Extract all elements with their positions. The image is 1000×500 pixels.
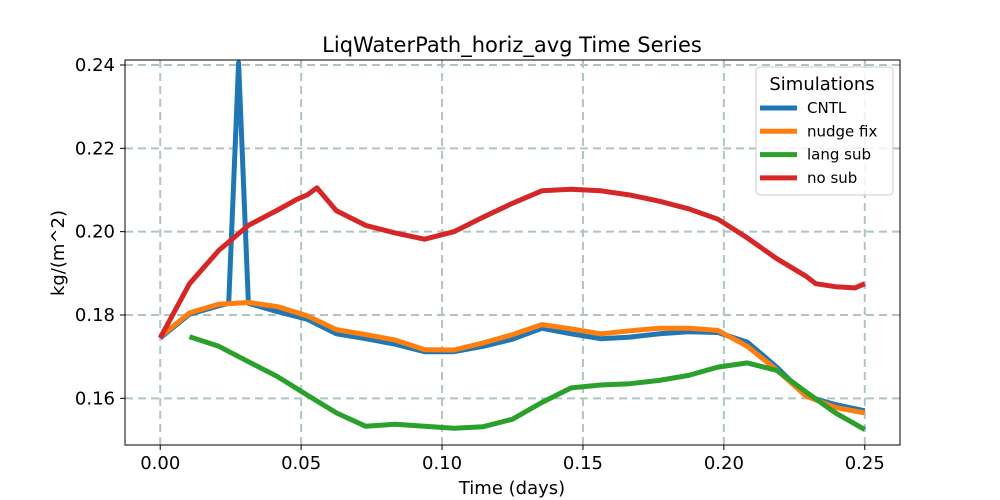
y-tick-label: 0.22 <box>75 138 115 159</box>
y-axis-label: kg/(m^2) <box>48 210 69 296</box>
x-axis-label: Time (days) <box>458 478 565 499</box>
series-line-no-sub <box>158 185 866 340</box>
legend-label-no-sub: no sub <box>807 169 857 187</box>
axis-ticks: 0.00 0.05 0.10 0.15 0.20 0.25 0.16 0.18 0.20 0.22… <box>75 55 885 474</box>
series-line-nudge-fix <box>158 300 866 416</box>
chart-title: LiqWaterPath_horiz_avg Time Series <box>322 33 702 58</box>
legend-box <box>755 66 894 196</box>
x-tick-label: 0.00 <box>140 453 180 474</box>
plot-frame <box>124 59 901 446</box>
legend-items: CNTL nudge fix lang sub no sub <box>760 99 878 187</box>
y-tick-label: 0.24 <box>75 55 115 76</box>
legend: Simulations CNTL nudge fix lang sub no sub <box>755 66 894 196</box>
legend-label-nudge-fix: nudge fix <box>807 122 878 140</box>
x-tick-label: 0.20 <box>704 453 744 474</box>
legend-label-cntl: CNTL <box>807 99 847 117</box>
legend-label-lang-sub: lang sub <box>807 146 871 164</box>
x-tick-label: 0.05 <box>281 453 321 474</box>
series-line-lang-sub <box>188 334 867 432</box>
x-tick-label: 0.10 <box>422 453 462 474</box>
legend-title: Simulations <box>769 74 874 95</box>
y-tick-label: 0.16 <box>75 388 115 409</box>
y-tick-label: 0.18 <box>75 305 115 326</box>
x-tick-label: 0.25 <box>845 453 885 474</box>
series-lines <box>158 60 867 432</box>
x-tick-label: 0.15 <box>563 453 603 474</box>
y-tick-label: 0.20 <box>75 222 115 243</box>
